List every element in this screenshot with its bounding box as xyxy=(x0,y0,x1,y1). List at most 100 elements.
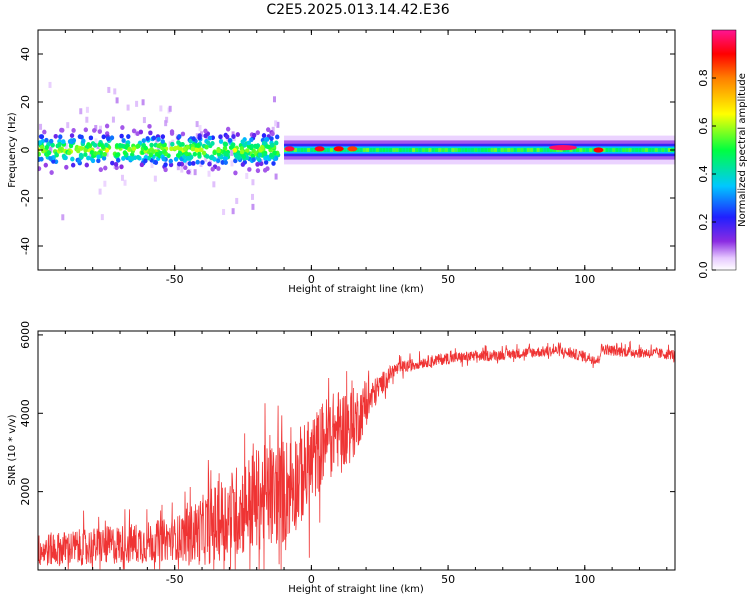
heat-cell xyxy=(270,142,275,148)
heat-cell xyxy=(241,153,246,159)
heat-cell xyxy=(274,120,278,127)
heat-cell xyxy=(520,148,524,152)
heat-cell xyxy=(232,147,238,153)
heat-cell xyxy=(303,148,307,152)
heat-cell xyxy=(178,142,183,147)
heat-cell xyxy=(218,134,223,140)
heat-cell xyxy=(194,147,199,153)
heat-cell xyxy=(245,172,249,179)
heat-cell xyxy=(356,148,360,152)
heat-cell xyxy=(38,151,41,157)
heat-cell xyxy=(207,161,212,167)
y-tick-label: 20 xyxy=(19,95,32,109)
heat-cell xyxy=(103,165,108,171)
heat-cell xyxy=(222,208,226,215)
y-tick-label: 6000 xyxy=(19,321,32,349)
heat-cell xyxy=(372,148,376,152)
heat-cell xyxy=(461,148,465,152)
heat-cell xyxy=(631,148,635,152)
heat-cell xyxy=(220,160,225,165)
heat-cell xyxy=(225,134,230,140)
heat-cell xyxy=(98,125,102,132)
heat-cell xyxy=(64,164,69,170)
heat-cell xyxy=(53,133,58,139)
heat-cell xyxy=(135,100,139,107)
heat-cell xyxy=(102,151,107,157)
heat-cell xyxy=(168,162,174,168)
heat-cell xyxy=(497,148,501,152)
heat-cell xyxy=(180,166,184,173)
heat-cell xyxy=(141,99,145,106)
heat-cell xyxy=(658,148,662,152)
heat-cell xyxy=(382,148,386,152)
heat-cell xyxy=(204,155,208,162)
heat-cell xyxy=(79,108,83,115)
heat-cell xyxy=(60,127,65,133)
heat-cell xyxy=(169,146,174,152)
heat-cell xyxy=(104,123,110,129)
heat-cell xyxy=(85,116,89,123)
colorbar-tick-label: 0.8 xyxy=(697,69,710,87)
heat-cell xyxy=(153,175,157,182)
heat-cell xyxy=(121,138,126,143)
spectrogram-panel: -50 0 50 100 -40 -20 0 20 40 Height of straight … xyxy=(7,29,676,295)
heat-cell xyxy=(329,148,333,152)
heat-cell xyxy=(145,136,150,141)
heat-cell xyxy=(379,148,383,152)
heat-cell xyxy=(39,156,44,162)
heat-cell xyxy=(239,149,245,155)
heat-cell xyxy=(480,148,484,152)
heat-cell xyxy=(44,137,49,143)
heat-cell xyxy=(257,152,263,158)
heat-cell xyxy=(467,148,471,152)
heat-cell xyxy=(359,148,363,152)
heat-cell xyxy=(88,135,94,141)
heat-cell xyxy=(76,158,82,164)
heat-cell xyxy=(138,129,144,135)
heat-cell xyxy=(51,158,56,164)
heat-cell xyxy=(263,159,269,165)
heat-cell xyxy=(107,86,111,93)
heat-cell xyxy=(269,152,274,158)
heat-cell xyxy=(57,141,62,147)
heat-cell xyxy=(61,214,65,221)
heat-cell xyxy=(230,149,234,156)
colorbar-gradient xyxy=(711,29,737,271)
heat-cell xyxy=(196,142,201,148)
heat-cell xyxy=(160,134,166,140)
heat-cell xyxy=(251,203,255,210)
y-tick-label: 40 xyxy=(19,47,32,61)
heat-cell xyxy=(117,142,123,148)
heat-cell xyxy=(625,148,629,152)
heat-cell xyxy=(255,168,261,174)
heat-cell xyxy=(201,150,207,156)
heat-cell xyxy=(83,152,88,157)
heat-cell xyxy=(149,142,154,148)
heat-cell xyxy=(533,148,537,152)
heat-cell xyxy=(457,148,461,152)
heat-cell xyxy=(216,158,221,164)
heat-cell xyxy=(92,142,98,148)
heat-cell xyxy=(661,148,665,152)
heat-cell xyxy=(536,148,540,152)
heat-cell xyxy=(251,179,255,186)
heat-cell xyxy=(101,155,107,161)
heat-cell xyxy=(143,158,148,164)
heat-cell xyxy=(198,125,202,132)
heat-cell xyxy=(484,148,488,152)
heat-cell xyxy=(111,116,115,123)
heat-cell xyxy=(265,166,270,172)
heat-cell xyxy=(585,148,589,152)
heat-cell xyxy=(173,156,179,162)
heat-cell xyxy=(169,129,175,135)
heat-cell xyxy=(448,148,452,152)
heat-cell xyxy=(110,160,115,166)
heat-cell xyxy=(546,148,550,152)
heat-cell xyxy=(129,156,135,162)
snr-series-line xyxy=(38,340,675,570)
heat-cell xyxy=(109,135,115,141)
heat-cell xyxy=(131,146,137,152)
heat-cell xyxy=(124,143,130,149)
heat-cell xyxy=(139,162,145,168)
heat-cell xyxy=(135,154,141,160)
